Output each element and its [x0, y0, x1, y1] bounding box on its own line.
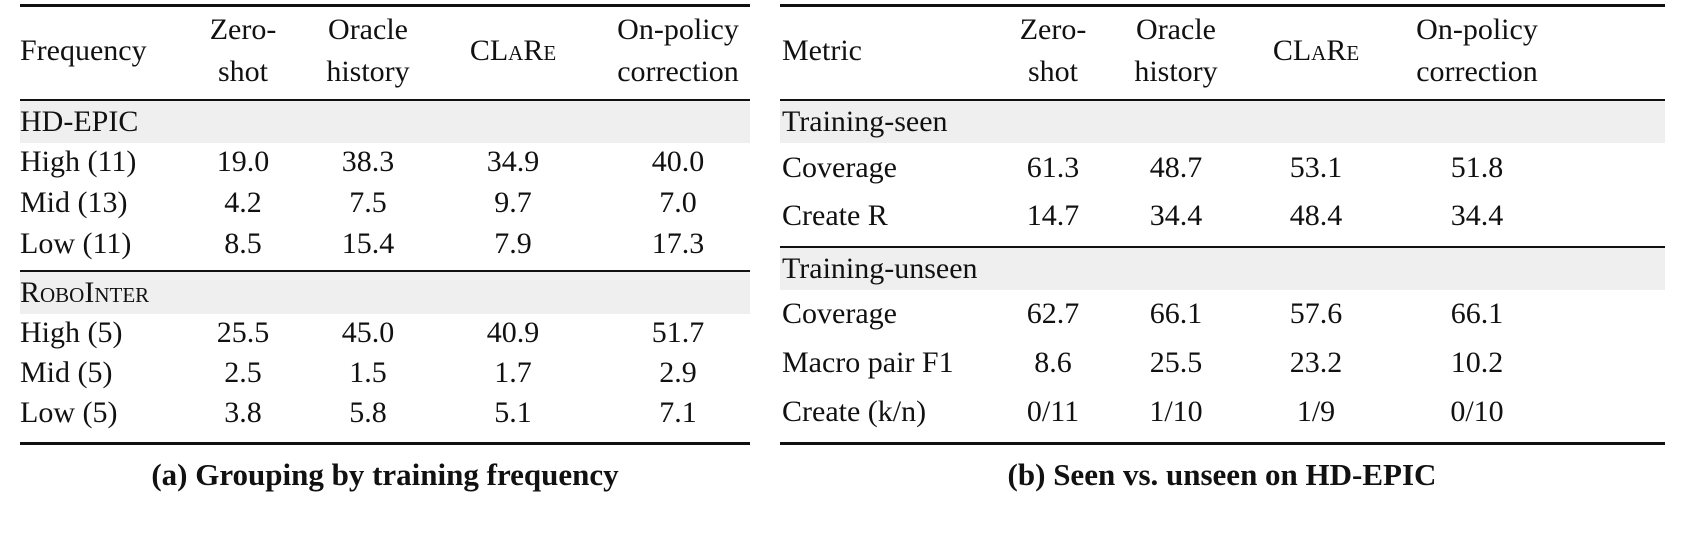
table-cell: 57.6 [1289, 297, 1343, 330]
table-cell: 40.9 [486, 316, 540, 349]
table-cell: 53.1 [1289, 151, 1343, 184]
table-cell: 61.3 [1026, 151, 1080, 184]
section-rule [780, 246, 1665, 248]
top-rule [20, 4, 750, 7]
table-cell: 2.5 [224, 356, 262, 389]
table-cell: 15.4 [341, 227, 395, 260]
bottom-rule [780, 442, 1665, 445]
row-label: Create R [782, 199, 888, 232]
column-header: shot [1027, 55, 1079, 88]
section-shade [780, 248, 1665, 290]
table-cell: 7.5 [349, 186, 387, 219]
table-cell: 8.6 [1034, 346, 1072, 379]
row-label: High (11) [20, 145, 137, 178]
row-label: Low (5) [20, 396, 118, 429]
section-title: RoboInter [20, 276, 150, 309]
column-header: correction [617, 55, 739, 88]
row-label: Coverage [782, 151, 897, 184]
row-label: Macro pair F1 [782, 346, 954, 379]
table-cell: 9.7 [494, 186, 532, 219]
row-label: Coverage [782, 297, 897, 330]
column-header: Frequency [20, 34, 147, 67]
column-header: correction [1416, 55, 1538, 88]
table-cell: 1.7 [494, 356, 532, 389]
table-cell: 34.4 [1149, 199, 1203, 232]
column-header: Zero- [209, 13, 277, 46]
top-rule [780, 4, 1665, 7]
table-cell: 19.0 [216, 145, 270, 178]
table-cell: 7.9 [494, 227, 532, 260]
table-cell: 8.5 [224, 227, 262, 260]
row-label: Mid (13) [20, 186, 128, 219]
header-rule [20, 99, 750, 101]
section-rule [20, 270, 750, 272]
table-cell: 48.7 [1149, 151, 1203, 184]
section-shade [20, 272, 750, 314]
section-shade [20, 101, 750, 143]
table-cell: 7.1 [659, 396, 697, 429]
table-cell: 40.0 [651, 145, 705, 178]
table-cell: 0/10 [1450, 395, 1504, 428]
column-header: On-policy [617, 13, 739, 46]
table-cell: 23.2 [1289, 346, 1343, 379]
column-header: Metric [782, 34, 862, 67]
table-cell: 51.8 [1450, 151, 1504, 184]
row-label: Low (11) [20, 227, 132, 260]
column-header: Oracle [1136, 13, 1216, 46]
table-cell: 5.8 [349, 396, 387, 429]
table-cell: 2.9 [659, 356, 697, 389]
caption: (a) Grouping by training frequency [151, 457, 619, 492]
section-title: HD-EPIC [20, 105, 139, 138]
table-cell: 45.0 [341, 316, 395, 349]
table-cell: 17.3 [651, 227, 705, 260]
section-shade [780, 101, 1665, 143]
table-cell: 34.9 [486, 145, 540, 178]
table-cell: 3.8 [224, 396, 262, 429]
table-cell: 0/11 [1026, 395, 1080, 428]
table-cell: 4.2 [224, 186, 262, 219]
column-header: CLaRe [469, 34, 557, 67]
table-cell: 5.1 [494, 396, 532, 429]
table-cell: 51.7 [651, 316, 705, 349]
section-title: Training-unseen [782, 252, 978, 285]
column-header: history [326, 55, 410, 88]
column-header: Oracle [328, 13, 408, 46]
table-cell: 25.5 [216, 316, 270, 349]
table-cell: 1/10 [1149, 395, 1203, 428]
bottom-rule [20, 442, 750, 445]
table-cell: 7.0 [659, 186, 697, 219]
column-header: history [1134, 55, 1218, 88]
caption: (b) Seen vs. unseen on HD-EPIC [1007, 457, 1437, 492]
header-rule [780, 99, 1665, 101]
row-label: Create (k/n) [782, 395, 927, 428]
column-header: Zero- [1019, 13, 1087, 46]
table-cell: 25.5 [1149, 346, 1203, 379]
column-header: shot [217, 55, 269, 88]
section-title: Training-seen [782, 105, 948, 138]
table-cell: 66.1 [1149, 297, 1203, 330]
table-cell: 1/9 [1296, 395, 1336, 428]
table-cell: 62.7 [1026, 297, 1080, 330]
table-cell: 66.1 [1450, 297, 1504, 330]
row-label: Mid (5) [20, 356, 113, 389]
table-cell: 38.3 [341, 145, 395, 178]
row-label: High (5) [20, 316, 123, 349]
column-header: CLaRe [1272, 34, 1360, 67]
table-cell: 1.5 [349, 356, 387, 389]
table-cell: 10.2 [1450, 346, 1504, 379]
table-cell: 34.4 [1450, 199, 1504, 232]
column-header: On-policy [1416, 13, 1538, 46]
table-cell: 14.7 [1026, 199, 1080, 232]
table-cell: 48.4 [1289, 199, 1343, 232]
